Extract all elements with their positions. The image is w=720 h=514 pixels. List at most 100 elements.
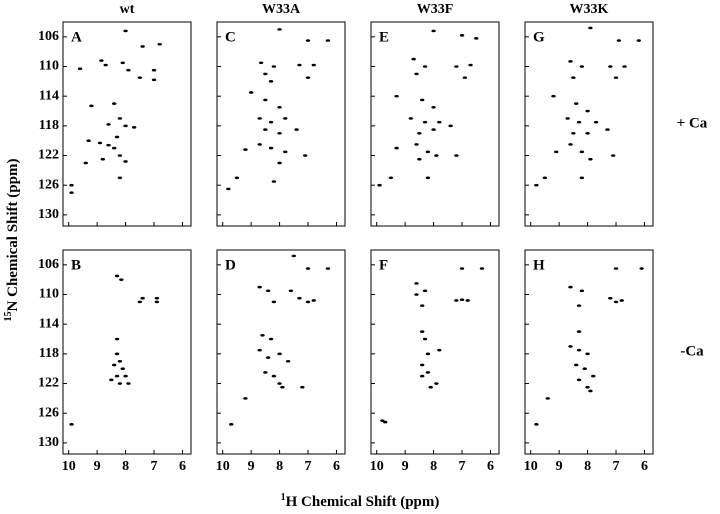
column-header: wt xyxy=(120,2,135,17)
peak xyxy=(277,352,282,356)
peak xyxy=(297,63,302,67)
peak xyxy=(459,34,465,37)
peak xyxy=(266,356,271,359)
panel-frame xyxy=(370,21,500,227)
peak xyxy=(448,124,453,128)
peak xyxy=(420,98,425,102)
y-tick-label: 126 xyxy=(38,177,59,192)
y-tick-label: 114 xyxy=(39,88,59,103)
peak xyxy=(414,143,419,146)
peak xyxy=(226,187,231,191)
peak xyxy=(294,128,299,131)
peak xyxy=(576,120,582,124)
row-label: -Ca xyxy=(680,343,704,359)
peak xyxy=(305,300,311,304)
peak xyxy=(465,299,470,302)
peak xyxy=(234,176,240,180)
peak xyxy=(97,141,103,145)
peak xyxy=(305,267,311,270)
peak xyxy=(565,117,570,120)
peak xyxy=(571,131,576,135)
y-tick-label: 114 xyxy=(39,316,59,331)
x-tick-label: 8 xyxy=(584,459,591,474)
peak xyxy=(420,330,425,333)
x-tick-label: 6 xyxy=(641,459,648,474)
x-tick-label: 7 xyxy=(613,459,620,474)
peak xyxy=(277,161,282,165)
peak xyxy=(605,128,610,131)
x-tick-label: 9 xyxy=(94,459,101,474)
peak xyxy=(277,28,282,31)
peak xyxy=(574,363,579,367)
y-tick-label: 130 xyxy=(38,207,59,222)
x-tick-label: 8 xyxy=(430,459,437,474)
row-label: + Ca xyxy=(677,115,708,131)
x-tick-label: 6 xyxy=(333,459,340,474)
peak xyxy=(154,296,160,300)
peak xyxy=(588,26,593,30)
x-tick-label: 10 xyxy=(216,459,230,474)
x-tick-label: 9 xyxy=(556,459,563,474)
peak xyxy=(576,304,582,307)
peak xyxy=(325,267,331,270)
panel-frame xyxy=(524,21,654,227)
peak xyxy=(77,67,83,71)
peak xyxy=(263,371,268,374)
peak xyxy=(311,63,316,67)
x-tick-label: 7 xyxy=(151,459,158,474)
peak xyxy=(126,382,131,385)
peak xyxy=(414,72,419,76)
peak xyxy=(568,60,573,63)
panel-frame xyxy=(216,21,346,227)
peak xyxy=(123,374,128,378)
panel-frame xyxy=(62,249,192,455)
peak xyxy=(588,389,593,393)
peak xyxy=(114,374,120,378)
y-tick-label: 110 xyxy=(39,59,59,74)
peak xyxy=(257,285,262,289)
peak xyxy=(462,76,468,79)
y-tick-label: 110 xyxy=(39,287,59,302)
column-header: W33K xyxy=(570,2,609,17)
peak xyxy=(542,176,548,180)
peak xyxy=(417,131,422,135)
peak xyxy=(131,126,137,129)
peak xyxy=(554,150,559,154)
peak xyxy=(283,150,288,154)
peak xyxy=(591,374,596,378)
peak xyxy=(297,296,302,300)
peak xyxy=(582,367,587,370)
peak xyxy=(622,65,627,68)
panel-frame xyxy=(62,21,192,227)
peak xyxy=(576,378,582,382)
peak xyxy=(157,42,162,46)
peak xyxy=(137,300,142,304)
peak xyxy=(277,131,282,135)
peak xyxy=(280,385,285,389)
peak xyxy=(120,367,125,370)
peak xyxy=(248,91,254,94)
peak xyxy=(271,300,277,304)
peak xyxy=(579,150,585,154)
peak xyxy=(288,289,294,293)
peak xyxy=(422,65,428,68)
peak xyxy=(229,423,234,426)
peak xyxy=(394,94,399,98)
peak xyxy=(579,176,585,180)
y-tick-label: 118 xyxy=(39,118,59,133)
peak xyxy=(431,106,436,109)
peak xyxy=(585,109,590,113)
peak xyxy=(388,176,394,180)
peak xyxy=(431,29,436,33)
peak xyxy=(422,120,428,124)
peak xyxy=(434,154,439,157)
peak xyxy=(137,76,142,79)
peak xyxy=(613,267,619,270)
peak xyxy=(579,289,585,293)
peak xyxy=(257,117,262,120)
peak xyxy=(431,128,436,131)
peak xyxy=(266,289,271,293)
peak xyxy=(417,157,422,161)
peak xyxy=(114,135,120,139)
peak xyxy=(422,337,428,341)
